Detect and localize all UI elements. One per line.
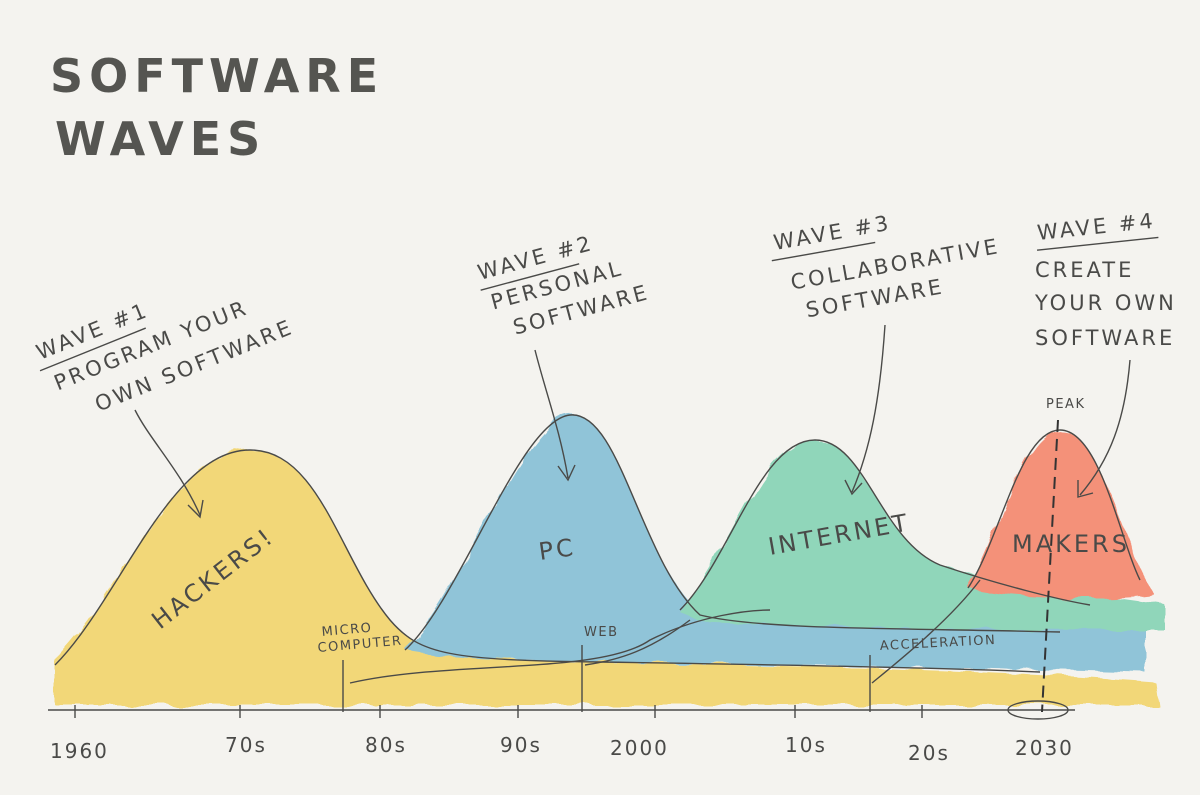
pc-label: PC bbox=[537, 533, 578, 566]
title-line-2: WAVES bbox=[55, 112, 266, 166]
axis-label: 2000 bbox=[610, 736, 669, 760]
micro-computer-label-2: COMPUTER bbox=[317, 634, 403, 656]
acceleration-label: ACCELERATION bbox=[879, 633, 996, 654]
micro-computer-label-1: MICRO bbox=[321, 621, 373, 640]
web-label: WEB bbox=[584, 625, 619, 640]
2030-highlight-circle bbox=[1007, 700, 1069, 720]
axis-label: 1960 bbox=[50, 739, 109, 763]
wave-4-desc-1: CREATE bbox=[1035, 258, 1134, 282]
peak-label: PEAK bbox=[1046, 397, 1085, 412]
makers-label: MAKERS bbox=[1012, 530, 1130, 558]
axis-label: 20s bbox=[908, 741, 950, 765]
wave-1-area bbox=[55, 450, 1158, 705]
wave-3-heading: WAVE #3 bbox=[772, 211, 893, 255]
axis-label: 70s bbox=[225, 733, 267, 757]
axis-label: 2030 bbox=[1015, 736, 1074, 760]
axis-label: 90s bbox=[500, 733, 542, 757]
axis-label: 10s bbox=[785, 733, 827, 757]
axis-label: 80s bbox=[365, 733, 407, 757]
wave-3-area bbox=[680, 440, 1165, 630]
peak-line bbox=[1041, 419, 1059, 713]
wave-4-desc-2: YOUR OWN bbox=[1034, 291, 1177, 315]
wave-4-desc-3: SOFTWARE bbox=[1035, 326, 1175, 350]
wave-2-area bbox=[405, 414, 1145, 672]
title-line-1: SOFTWARE bbox=[50, 49, 384, 103]
wave-4-area bbox=[968, 430, 1155, 599]
axis-ticks bbox=[74, 705, 923, 718]
